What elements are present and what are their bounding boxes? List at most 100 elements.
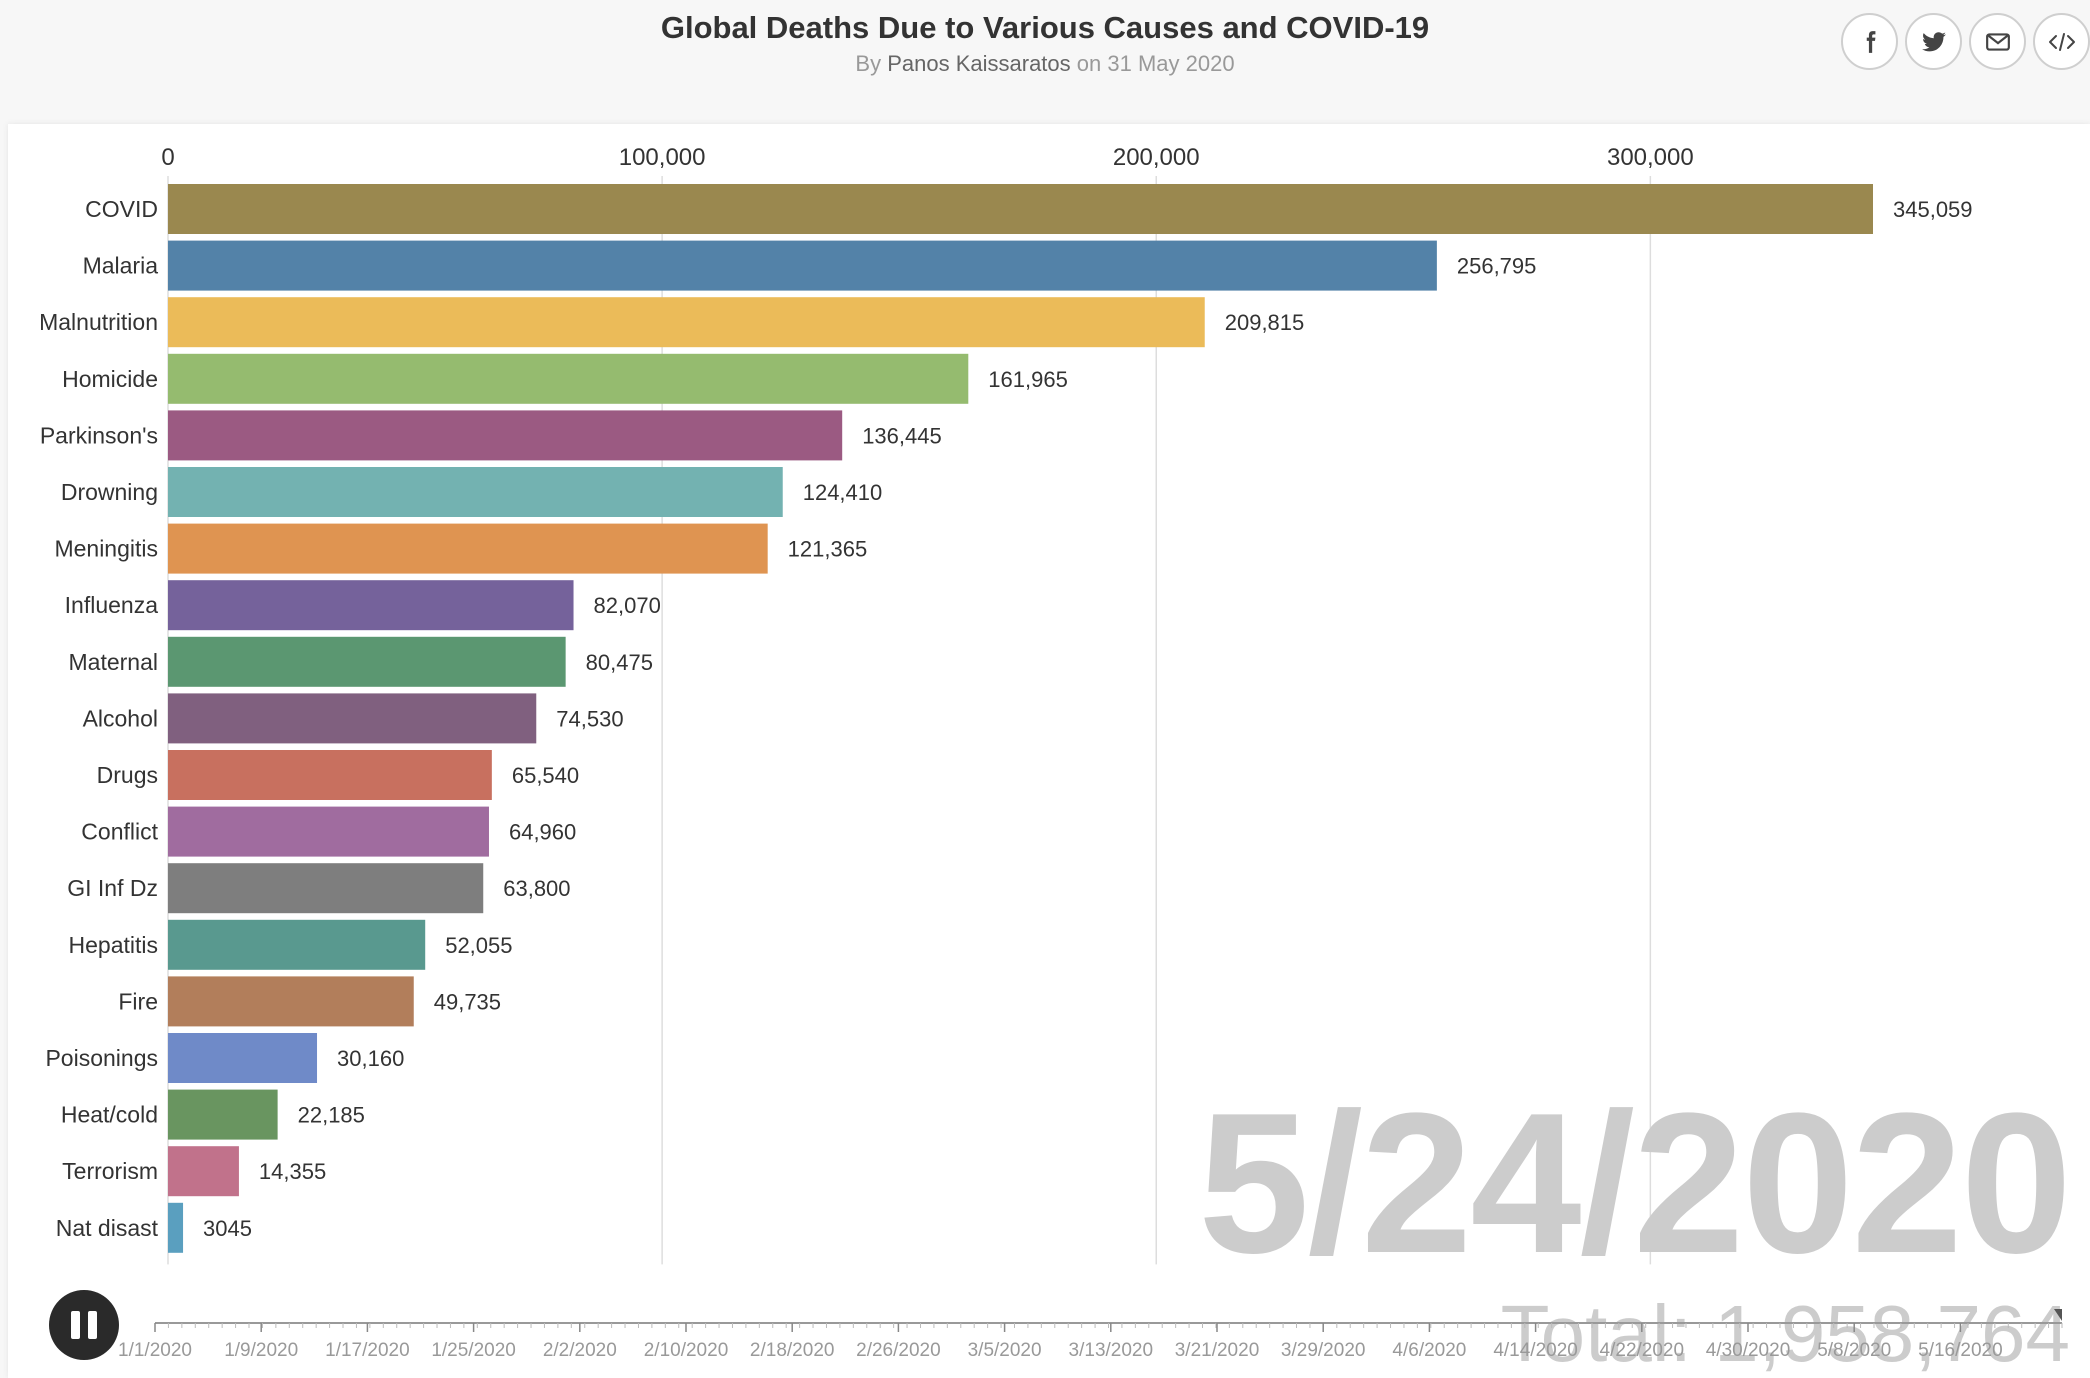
timeline-tick-label: 4/22/2020 [1600,1340,1685,1361]
value-label: 3045 [203,1216,252,1241]
category-label: Heat/cold [61,1102,158,1128]
value-label: 82,070 [594,593,661,618]
timeline-tick-label: 3/29/2020 [1281,1340,1366,1361]
share-buttons [1841,13,2090,70]
value-label: 121,365 [788,537,868,562]
embed-icon [2048,32,2075,51]
timeline-tick-label: 1/17/2020 [325,1340,410,1361]
bar[interactable] [168,636,566,687]
bar[interactable] [168,693,537,744]
chart-panel: 0 100,000 200,000 300,000 COVID 345,059 Malari… [8,124,2090,1378]
value-label: 22,185 [298,1103,365,1128]
category-label: Conflict [81,819,158,845]
timeline-tick-label: 5/8/2020 [1817,1340,1891,1361]
bar-chart: 0 100,000 200,000 300,000 COVID 345,059 Malari… [39,144,1973,1265]
x-tick-label: 300,000 [1607,144,1694,171]
category-label: Drugs [97,762,158,788]
value-label: 74,530 [556,706,623,731]
value-label: 14,355 [259,1159,326,1184]
timeline-handle[interactable] [2054,1309,2062,1321]
email-share-button[interactable] [1969,13,2026,70]
bar[interactable] [168,750,492,800]
author-name[interactable]: Panos Kaissaratos [887,51,1071,76]
twitter-icon [1921,31,1946,51]
bar[interactable] [168,467,783,517]
total-overlay: Total: 1,958,764 [1500,1289,2070,1378]
timeline-slider[interactable]: 1/1/2020 1/9/2020 1/17/2020 1/25/2020 2/2/20… [0,1278,2090,1378]
category-label: Maternal [69,649,158,675]
header: Global Deaths Due to Various Causes and … [0,0,2090,118]
category-label: Nat disast [56,1215,159,1241]
timeline-tick-label: 4/14/2020 [1493,1340,1578,1361]
category-label: Influenza [65,592,159,618]
category-label: Terrorism [62,1158,158,1184]
pause-icon-bar [88,1311,97,1339]
bar[interactable] [168,240,1437,291]
page-title: Global Deaths Due to Various Causes and … [660,10,1430,45]
value-label: 256,795 [1457,254,1537,279]
category-label: Drowning [61,479,158,505]
timeline-tick-label: 2/18/2020 [750,1340,835,1361]
timeline-tick-label: 3/13/2020 [1069,1340,1154,1361]
timeline-tick-label: 3/21/2020 [1175,1340,1260,1361]
value-label: 52,055 [445,933,512,958]
category-label: Alcohol [83,705,158,731]
timeline-tick-label: 1/1/2020 [118,1340,192,1361]
x-tick-label: 200,000 [1113,144,1200,171]
category-label: Hepatitis [69,932,158,958]
bar[interactable] [168,353,969,404]
bar[interactable] [168,410,843,461]
twitter-share-button[interactable] [1905,13,1962,70]
bar[interactable] [168,976,414,1027]
value-label: 80,475 [586,650,653,675]
timeline-tick-label: 3/5/2020 [968,1340,1042,1361]
bar[interactable] [168,806,489,857]
timeline-tick-label: 2/26/2020 [856,1340,941,1361]
timeline-tick-label: 5/16/2020 [1918,1340,2003,1361]
x-tick-label: 100,000 [619,144,706,171]
byline-mid: on [1076,51,1102,76]
timeline-tick-label: 4/30/2020 [1706,1340,1791,1361]
timeline-tick-label: 2/10/2020 [644,1340,729,1361]
current-date-overlay: 5/24/2020 [1198,1072,2072,1295]
bar[interactable] [168,1146,239,1197]
timeline-tick-label: 1/25/2020 [431,1340,516,1361]
x-tick-label: 0 [161,144,174,171]
bar[interactable] [168,1202,184,1253]
value-label: 209,815 [1225,310,1305,335]
facebook-share-button[interactable] [1841,13,1898,70]
pause-button[interactable] [49,1290,119,1360]
category-label: Malaria [83,253,159,279]
bar[interactable] [168,1089,278,1140]
bar[interactable] [168,184,1873,234]
category-label: Meningitis [54,536,158,562]
bar[interactable] [168,297,1205,348]
embed-button[interactable] [2033,13,2090,70]
timeline-tick-label: 4/6/2020 [1392,1340,1466,1361]
email-icon [1985,32,2010,51]
category-label: Homicide [62,366,158,392]
bar[interactable] [168,1033,318,1083]
facebook-icon [1866,30,1875,53]
timeline-tick-label: 2/2/2020 [543,1340,617,1361]
value-label: 49,735 [434,989,501,1014]
publish-date: 31 May 2020 [1107,51,1235,76]
byline-prefix: By [855,51,882,76]
bar[interactable] [168,580,574,631]
byline: By Panos Kaissaratos on 31 May 2020 [0,51,2090,77]
category-label: Parkinson's [40,422,158,448]
value-label: 161,965 [988,367,1068,392]
bar[interactable] [168,863,484,914]
category-label: GI Inf Dz [67,875,158,901]
bar[interactable] [168,523,768,574]
value-label: 64,960 [509,820,576,845]
pause-icon-bar [71,1311,80,1339]
timeline-tick-label: 1/9/2020 [224,1340,298,1361]
category-label: Poisonings [45,1045,158,1071]
value-label: 345,059 [1893,197,1973,222]
value-label: 136,445 [862,423,942,448]
bar[interactable] [168,919,426,970]
value-label: 63,800 [503,876,570,901]
value-label: 124,410 [803,480,883,505]
category-label: COVID [85,196,158,222]
